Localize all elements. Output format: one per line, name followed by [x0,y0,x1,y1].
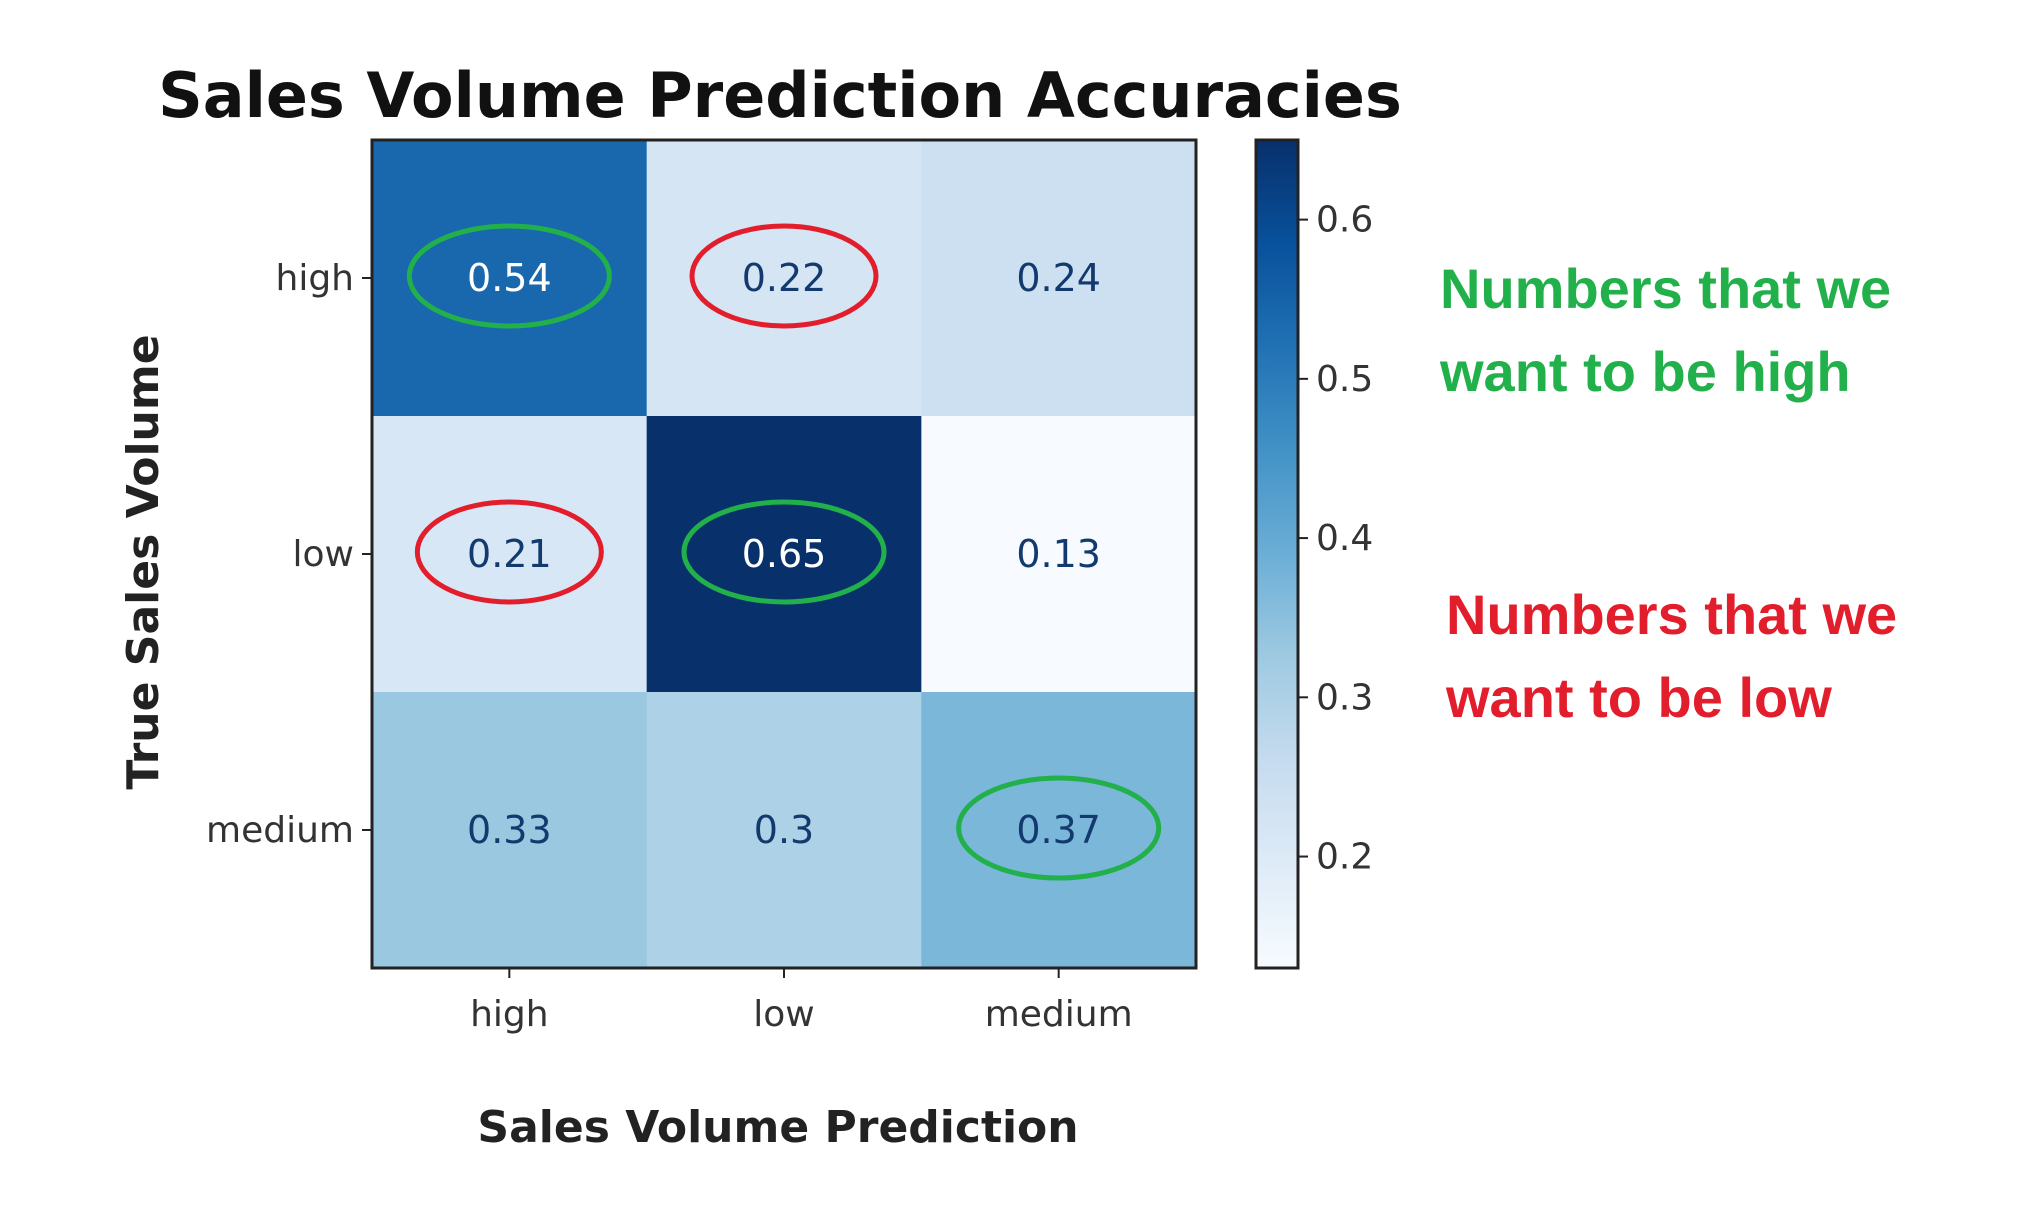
y-axis-label: True Sales Volume [118,334,169,789]
low-highlight-ellipse [689,223,879,329]
high-highlight-ellipse [681,499,887,605]
cell-value-label: 0.22 [742,256,827,300]
low-highlight-ellipse [414,499,604,605]
cell-value-label: 0.24 [1016,256,1101,300]
heatmap-cell [372,140,648,417]
high-highlight-ellipse [406,223,612,329]
low-note-line-1: Numbers that we [1446,583,1897,646]
colorbar-tick-label: 0.4 [1316,518,1373,559]
high-highlight-ellipse [956,775,1162,881]
colorbar-tick-label: 0.3 [1316,677,1373,718]
high-note-line-1: Numbers that we [1440,257,1891,320]
colorbar-tick-label: 0.6 [1316,200,1373,241]
colorbar [1254,138,1300,970]
y-tick-label: low [293,534,354,575]
annotation-notes: Numbers that we want to be high Numbers … [1439,257,1897,729]
heatmap-cell [921,416,1197,693]
colorbar-tick-label: 0.5 [1316,359,1373,400]
cell-value-label: 0.13 [1016,532,1101,576]
low-note-line-2: want to be low [1445,666,1832,729]
heatmap-cell [646,692,922,969]
cell-value-label: 0.37 [1016,808,1101,852]
colorbar-ticks: 0.2 0.3 0.4 0.5 0.6 [1298,200,1373,878]
y-tick-label: high [276,258,355,299]
cell-value-label: 0.21 [467,532,552,576]
heatmap-grid: 0.54 0.22 0.24 0.21 0.65 0.13 0.33 0.3 0.37 [372,140,1197,969]
x-tick-label: medium [985,994,1133,1035]
high-note-line-2: want to be high [1439,340,1851,403]
x-tick-label: high [470,994,549,1035]
x-axis-label: Sales Volume Prediction [477,1102,1078,1153]
highlight-ellipses [406,223,1162,881]
heatmap-cell [646,416,922,693]
heatmap-cell [372,692,648,969]
chart-title: Sales Volume Prediction Accuracies [158,59,1402,132]
cell-value-label: 0.54 [467,256,552,300]
cell-value-label: 0.3 [754,808,814,852]
colorbar-tick-label: 0.2 [1316,837,1373,878]
cell-value-label: 0.65 [742,532,827,576]
heatmap-cell [921,140,1197,417]
y-tick-label: medium [206,810,354,851]
cell-value-label: 0.33 [467,808,552,852]
heatmap-cell [921,692,1197,969]
y-axis-ticks: high low medium [206,258,372,851]
x-tick-label: low [753,994,814,1035]
x-axis-ticks: high low medium [470,968,1133,1035]
